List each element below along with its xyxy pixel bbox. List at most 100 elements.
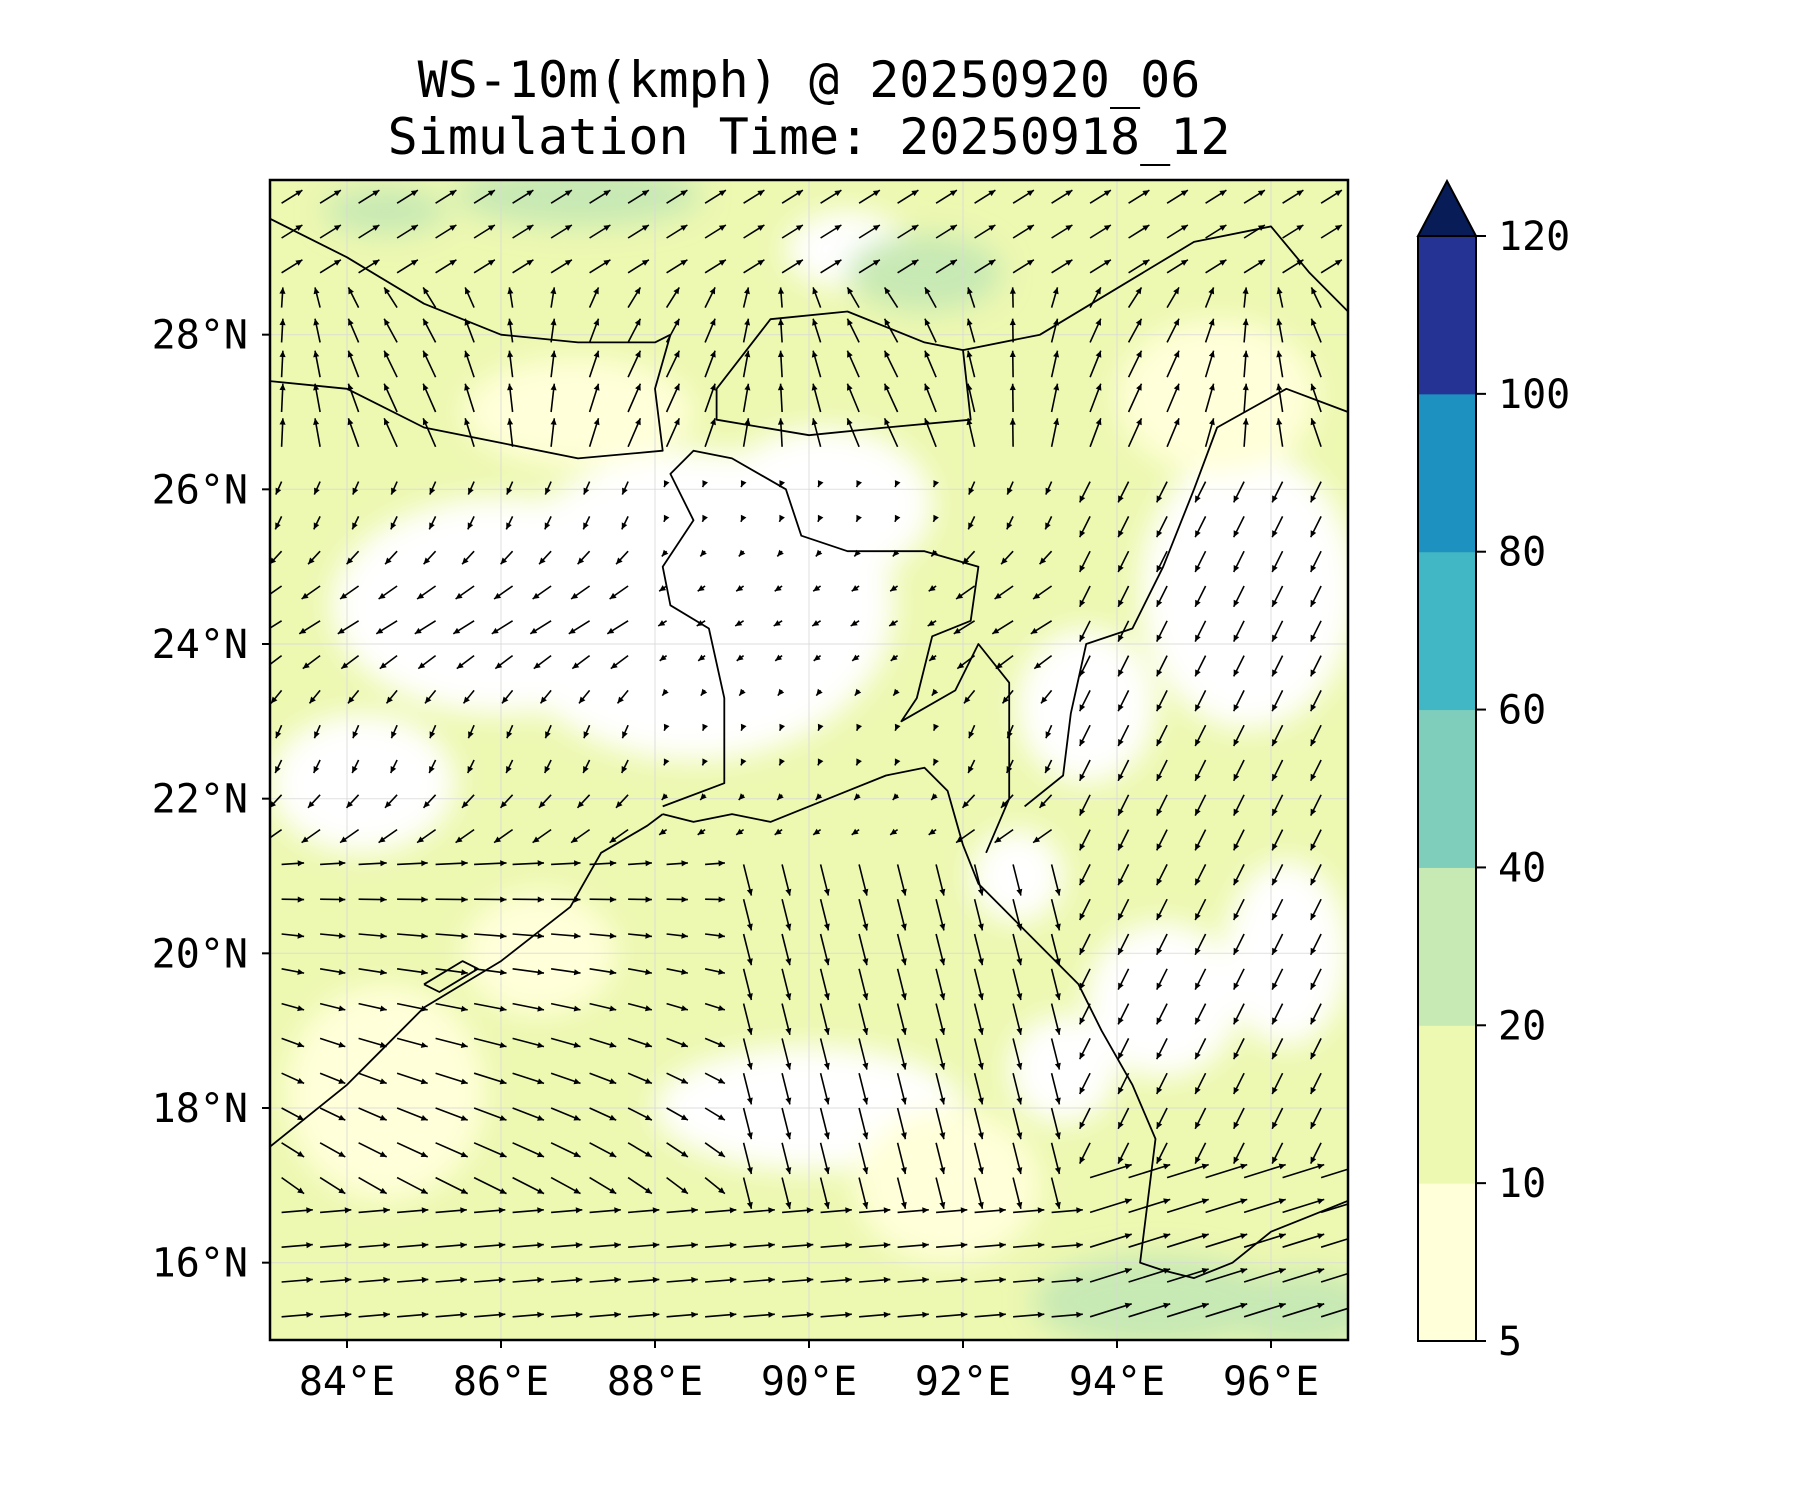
wind-arrow bbox=[1271, 1038, 1284, 1060]
wind-arrow bbox=[435, 1176, 469, 1195]
wind-arrow bbox=[1271, 1072, 1284, 1095]
wind-arrow bbox=[666, 932, 688, 939]
wind-arrow bbox=[1013, 1242, 1045, 1249]
wind-arrow bbox=[738, 688, 746, 697]
wind-arrow bbox=[337, 620, 360, 635]
wind-arrow bbox=[544, 516, 552, 530]
wind-arrow bbox=[782, 1276, 814, 1283]
wind-arrow bbox=[742, 1038, 753, 1070]
wind-arrow bbox=[1271, 1107, 1284, 1130]
wind-arrow bbox=[1166, 1198, 1209, 1214]
wind-arrow bbox=[1030, 620, 1053, 635]
wind-arrow bbox=[507, 318, 514, 343]
wind-arrow bbox=[1038, 794, 1053, 809]
wind-arrow bbox=[1232, 620, 1245, 642]
wind-arrow bbox=[819, 1038, 830, 1070]
wind-arrow bbox=[858, 1177, 869, 1209]
wind-arrow bbox=[1032, 585, 1053, 600]
wind-arrow bbox=[347, 350, 360, 378]
wind-arrow bbox=[1050, 1003, 1061, 1035]
wind-arrow bbox=[742, 1003, 753, 1035]
wind-arrow bbox=[435, 259, 457, 274]
wind-arrow bbox=[973, 1142, 984, 1175]
wind-arrow bbox=[968, 724, 976, 739]
wind-arrow bbox=[1050, 968, 1061, 1001]
wind-arrow bbox=[782, 1242, 814, 1249]
wind-arrow bbox=[663, 514, 670, 523]
wind-arrow bbox=[742, 933, 753, 966]
wind-arrow bbox=[1051, 189, 1073, 204]
map-title-line-2: Simulation Time: 20250918_12 bbox=[388, 108, 1231, 166]
wind-arrow bbox=[897, 1242, 929, 1249]
lon-tick-label: 92°E bbox=[915, 1359, 1011, 1405]
wind-arrow bbox=[1155, 829, 1168, 851]
wind-arrow bbox=[1005, 759, 1014, 774]
wind-arrow bbox=[704, 1002, 726, 1011]
wind-arrow bbox=[506, 724, 514, 739]
wind-arrow bbox=[281, 932, 305, 939]
wind-arrow bbox=[281, 224, 303, 239]
wind-arrow bbox=[928, 585, 937, 592]
wind-arrow bbox=[494, 654, 514, 670]
wind-arrow bbox=[627, 968, 653, 975]
wind-arrow bbox=[1050, 287, 1059, 308]
wind-arrow bbox=[896, 1107, 907, 1140]
wind-arrow bbox=[1205, 1302, 1248, 1318]
wind-arrow bbox=[1044, 759, 1053, 774]
wind-arrow bbox=[973, 1003, 984, 1035]
wind-arrow bbox=[1051, 259, 1073, 274]
wind-arrow bbox=[467, 724, 475, 739]
wind-arrow bbox=[953, 620, 976, 635]
wind-arrow bbox=[340, 654, 360, 670]
wind-arrow bbox=[358, 189, 380, 204]
wind-arrow bbox=[550, 189, 573, 204]
wind-arrow bbox=[853, 793, 861, 801]
wind-arrow bbox=[666, 1242, 698, 1249]
wind-arrow bbox=[279, 383, 286, 413]
wind-arrow bbox=[281, 1072, 305, 1085]
wind-arrow bbox=[1194, 968, 1207, 990]
wind-arrow bbox=[1155, 550, 1168, 573]
wind-arrow bbox=[1006, 516, 1014, 530]
wind-arrow bbox=[1050, 864, 1061, 896]
wind-arrow bbox=[1117, 1072, 1130, 1095]
wind-arrow bbox=[855, 758, 862, 766]
wind-arrow bbox=[1012, 224, 1035, 239]
wind-arrow bbox=[1078, 794, 1091, 816]
wind-arrow bbox=[1276, 383, 1284, 413]
wind-arrow bbox=[858, 189, 881, 204]
wind-arrow bbox=[507, 418, 514, 447]
wind-arrow bbox=[589, 1002, 617, 1012]
wind-arrow bbox=[627, 1072, 653, 1085]
wind-arrow bbox=[743, 1207, 775, 1214]
wind-arrow bbox=[628, 1276, 660, 1283]
wind-vectors bbox=[270, 189, 1348, 1318]
wind-arrow bbox=[968, 481, 976, 495]
wind-arrow bbox=[473, 968, 507, 976]
wind-arrow bbox=[663, 723, 670, 732]
wind-arrow bbox=[1194, 1107, 1207, 1130]
lat-tick-label: 26°N bbox=[152, 467, 248, 513]
wind-arrow bbox=[705, 932, 725, 939]
wind-arrow bbox=[390, 516, 398, 530]
wind-arrow bbox=[967, 759, 976, 774]
wind-arrow bbox=[740, 480, 747, 488]
wind-arrow bbox=[935, 259, 958, 274]
wind-arrow bbox=[1127, 383, 1143, 413]
wind-arrow bbox=[506, 481, 514, 495]
wind-arrow bbox=[1009, 350, 1016, 378]
wind-arrow bbox=[435, 1242, 467, 1249]
wind-arrow bbox=[666, 1037, 689, 1048]
wind-arrow bbox=[307, 794, 321, 809]
wind-arrow bbox=[1194, 1142, 1207, 1164]
wind-arrow bbox=[1204, 287, 1215, 308]
wind-arrow bbox=[1232, 1107, 1245, 1130]
wind-arrow bbox=[1320, 224, 1343, 239]
wind-arrow bbox=[347, 418, 360, 448]
wind-arrow bbox=[456, 654, 475, 670]
wind-arrow bbox=[819, 1073, 830, 1105]
wind-arrow bbox=[1078, 968, 1091, 990]
wind-arrow bbox=[1051, 1207, 1083, 1214]
wind-arrow bbox=[570, 585, 591, 600]
wind-arrow bbox=[1012, 189, 1035, 204]
